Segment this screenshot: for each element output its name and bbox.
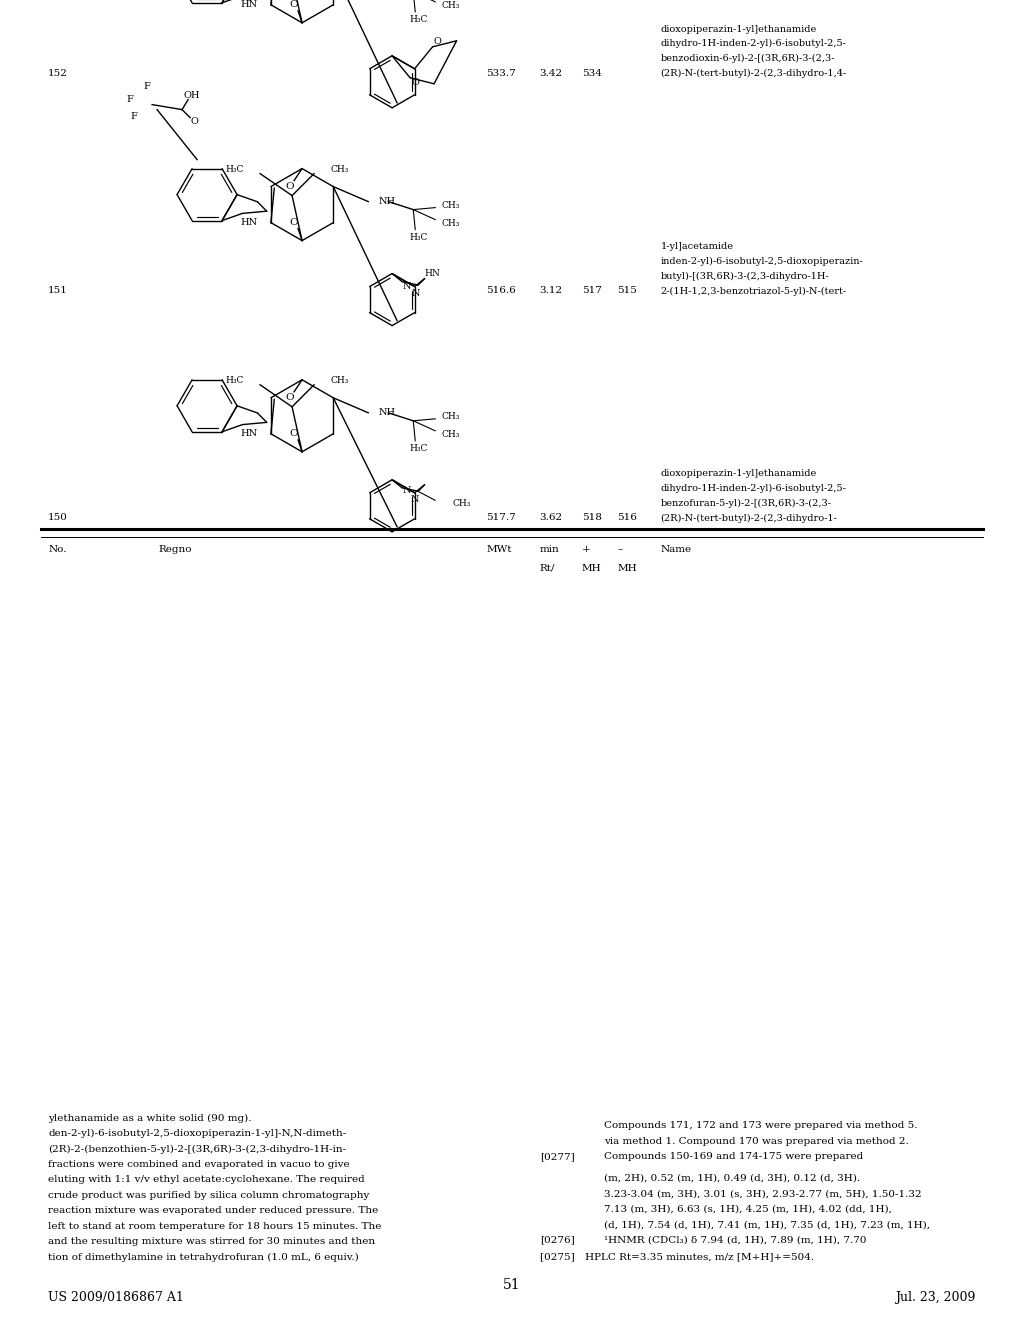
Text: N: N (412, 289, 420, 297)
Text: –: – (617, 545, 623, 554)
Text: No.: No. (48, 545, 67, 554)
Text: N: N (411, 495, 420, 504)
Text: 517.7: 517.7 (486, 513, 516, 523)
Text: ylethanamide as a white solid (90 mg).: ylethanamide as a white solid (90 mg). (48, 1114, 252, 1123)
Text: 3.62: 3.62 (540, 513, 563, 523)
Text: H₃C: H₃C (409, 16, 427, 24)
Text: 3.23-3.04 (m, 3H), 3.01 (s, 3H), 2.93-2.77 (m, 5H), 1.50-1.32: 3.23-3.04 (m, 3H), 3.01 (s, 3H), 2.93-2.… (604, 1189, 922, 1199)
Text: HN: HN (241, 218, 257, 227)
Text: CH₃: CH₃ (330, 165, 348, 174)
Text: OH: OH (184, 91, 201, 100)
Text: 516: 516 (617, 513, 637, 523)
Text: 3.12: 3.12 (540, 286, 563, 296)
Text: dioxopiperazin-1-yl]ethanamide: dioxopiperazin-1-yl]ethanamide (660, 25, 817, 33)
Text: 3.42: 3.42 (540, 69, 563, 78)
Text: 2-(1H-1,2,3-benzotriazol-5-yl)-N-(tert-: 2-(1H-1,2,3-benzotriazol-5-yl)-N-(tert- (660, 286, 847, 296)
Text: dioxopiperazin-1-yl]ethanamide: dioxopiperazin-1-yl]ethanamide (660, 470, 817, 478)
Text: 51: 51 (503, 1278, 521, 1292)
Text: benzodioxin-6-yl)-2-[(3R,6R)-3-(2,3-: benzodioxin-6-yl)-2-[(3R,6R)-3-(2,3- (660, 54, 835, 63)
Text: Name: Name (660, 545, 691, 554)
Text: CH₃: CH₃ (441, 1, 460, 11)
Text: F: F (131, 112, 137, 121)
Text: 515: 515 (617, 286, 637, 296)
Text: 517: 517 (582, 286, 601, 296)
Text: crude product was purified by silica column chromatography: crude product was purified by silica col… (48, 1191, 370, 1200)
Text: Compounds 150-169 and 174-175 were prepared: Compounds 150-169 and 174-175 were prepa… (604, 1152, 863, 1162)
Text: [0277]: [0277] (540, 1152, 574, 1162)
Text: CH₃: CH₃ (452, 499, 470, 508)
Text: 533.7: 533.7 (486, 69, 516, 78)
Text: ¹HNMR (CDCl₃) δ 7.94 (d, 1H), 7.89 (m, 1H), 7.70: ¹HNMR (CDCl₃) δ 7.94 (d, 1H), 7.89 (m, 1… (604, 1236, 866, 1245)
Text: CH₃: CH₃ (330, 376, 348, 385)
Text: H₃C: H₃C (409, 234, 427, 242)
Text: Jul. 23, 2009: Jul. 23, 2009 (896, 1291, 976, 1304)
Text: eluting with 1:1 v/v ethyl acetate:cyclohexane. The required: eluting with 1:1 v/v ethyl acetate:cyclo… (48, 1175, 365, 1184)
Text: HN: HN (425, 269, 440, 279)
Text: benzofuran-5-yl)-2-[(3R,6R)-3-(2,3-: benzofuran-5-yl)-2-[(3R,6R)-3-(2,3- (660, 499, 831, 508)
Text: reaction mixture was evaporated under reduced pressure. The: reaction mixture was evaporated under re… (48, 1206, 379, 1216)
Text: O: O (290, 429, 298, 438)
Text: 151: 151 (48, 286, 68, 296)
Text: CH₃: CH₃ (441, 201, 460, 210)
Text: [0276]: [0276] (540, 1236, 574, 1245)
Text: left to stand at room temperature for 18 hours 15 minutes. The: left to stand at room temperature for 18… (48, 1222, 382, 1230)
Text: MH: MH (582, 564, 601, 573)
Text: fractions were combined and evaporated in vacuo to give: fractions were combined and evaporated i… (48, 1160, 350, 1170)
Text: 534: 534 (582, 69, 601, 78)
Text: F: F (127, 95, 133, 104)
Text: (d, 1H), 7.54 (d, 1H), 7.41 (m, 1H), 7.35 (d, 1H), 7.23 (m, 1H),: (d, 1H), 7.54 (d, 1H), 7.41 (m, 1H), 7.3… (604, 1220, 930, 1229)
Text: [0275] HPLC Rt=3.35 minutes, m/z [M+H]+=504.: [0275] HPLC Rt=3.35 minutes, m/z [M+H]+=… (540, 1253, 814, 1262)
Text: O: O (286, 393, 294, 403)
Text: via method 1. Compound 170 was prepared via method 2.: via method 1. Compound 170 was prepared … (604, 1137, 909, 1146)
Text: +: + (582, 545, 591, 554)
Text: H₃C: H₃C (225, 165, 244, 174)
Text: 516.6: 516.6 (486, 286, 516, 296)
Text: Compounds 171, 172 and 173 were prepared via method 5.: Compounds 171, 172 and 173 were prepared… (604, 1122, 918, 1130)
Text: HN: HN (241, 0, 257, 9)
Text: 150: 150 (48, 513, 68, 523)
Text: NH: NH (378, 408, 395, 417)
Text: NH: NH (378, 197, 395, 206)
Text: 518: 518 (582, 513, 601, 523)
Text: F: F (143, 82, 151, 91)
Text: HN: HN (241, 429, 257, 438)
Text: H₃C: H₃C (409, 445, 427, 453)
Text: min: min (540, 545, 559, 554)
Text: (2R)-N-(tert-butyl)-2-(2,3-dihydro-1-: (2R)-N-(tert-butyl)-2-(2,3-dihydro-1- (660, 513, 838, 523)
Text: 152: 152 (48, 69, 68, 78)
Text: O: O (290, 218, 298, 227)
Text: N: N (402, 282, 412, 292)
Text: O: O (286, 182, 294, 191)
Text: inden-2-yl)-6-isobutyl-2,5-dioxopiperazin-: inden-2-yl)-6-isobutyl-2,5-dioxopiperazi… (660, 257, 863, 267)
Text: Rt/: Rt/ (540, 564, 555, 573)
Text: (2R)-2-(benzothien-5-yl)-2-[(3R,6R)-3-(2,3-dihydro-1H-in-: (2R)-2-(benzothien-5-yl)-2-[(3R,6R)-3-(2… (48, 1144, 346, 1154)
Text: O: O (433, 37, 441, 46)
Text: O: O (190, 117, 198, 127)
Text: US 2009/0186867 A1: US 2009/0186867 A1 (48, 1291, 184, 1304)
Text: 1-yl]acetamide: 1-yl]acetamide (660, 243, 733, 251)
Text: MH: MH (617, 564, 637, 573)
Text: CH₃: CH₃ (441, 219, 460, 228)
Text: tion of dimethylamine in tetrahydrofuran (1.0 mL, 6 equiv.): tion of dimethylamine in tetrahydrofuran… (48, 1253, 358, 1262)
Text: den-2-yl)-6-isobutyl-2,5-dioxopiperazin-1-yl]-N,N-dimeth-: den-2-yl)-6-isobutyl-2,5-dioxopiperazin-… (48, 1129, 346, 1138)
Text: (2R)-N-(tert-butyl)-2-(2,3-dihydro-1,4-: (2R)-N-(tert-butyl)-2-(2,3-dihydro-1,4- (660, 69, 847, 78)
Text: and the resulting mixture was stirred for 30 minutes and then: and the resulting mixture was stirred fo… (48, 1237, 375, 1246)
Text: N: N (402, 486, 412, 495)
Text: MWt: MWt (486, 545, 512, 554)
Text: Regno: Regno (159, 545, 193, 554)
Text: CH₃: CH₃ (441, 430, 460, 440)
Text: CH₃: CH₃ (441, 412, 460, 421)
Text: dihydro-1H-inden-2-yl)-6-isobutyl-2,5-: dihydro-1H-inden-2-yl)-6-isobutyl-2,5- (660, 484, 847, 494)
Text: butyl)-[(3R,6R)-3-(2,3-dihydro-1H-: butyl)-[(3R,6R)-3-(2,3-dihydro-1H- (660, 272, 829, 281)
Text: dihydro-1H-inden-2-yl)-6-isobutyl-2,5-: dihydro-1H-inden-2-yl)-6-isobutyl-2,5- (660, 40, 847, 49)
Text: O: O (412, 78, 419, 87)
Text: O: O (290, 0, 298, 9)
Text: (m, 2H), 0.52 (m, 1H), 0.49 (d, 3H), 0.12 (d, 3H).: (m, 2H), 0.52 (m, 1H), 0.49 (d, 3H), 0.1… (604, 1173, 860, 1183)
Text: H₃C: H₃C (225, 376, 244, 385)
Text: 7.13 (m, 3H), 6.63 (s, 1H), 4.25 (m, 1H), 4.02 (dd, 1H),: 7.13 (m, 3H), 6.63 (s, 1H), 4.25 (m, 1H)… (604, 1205, 892, 1214)
